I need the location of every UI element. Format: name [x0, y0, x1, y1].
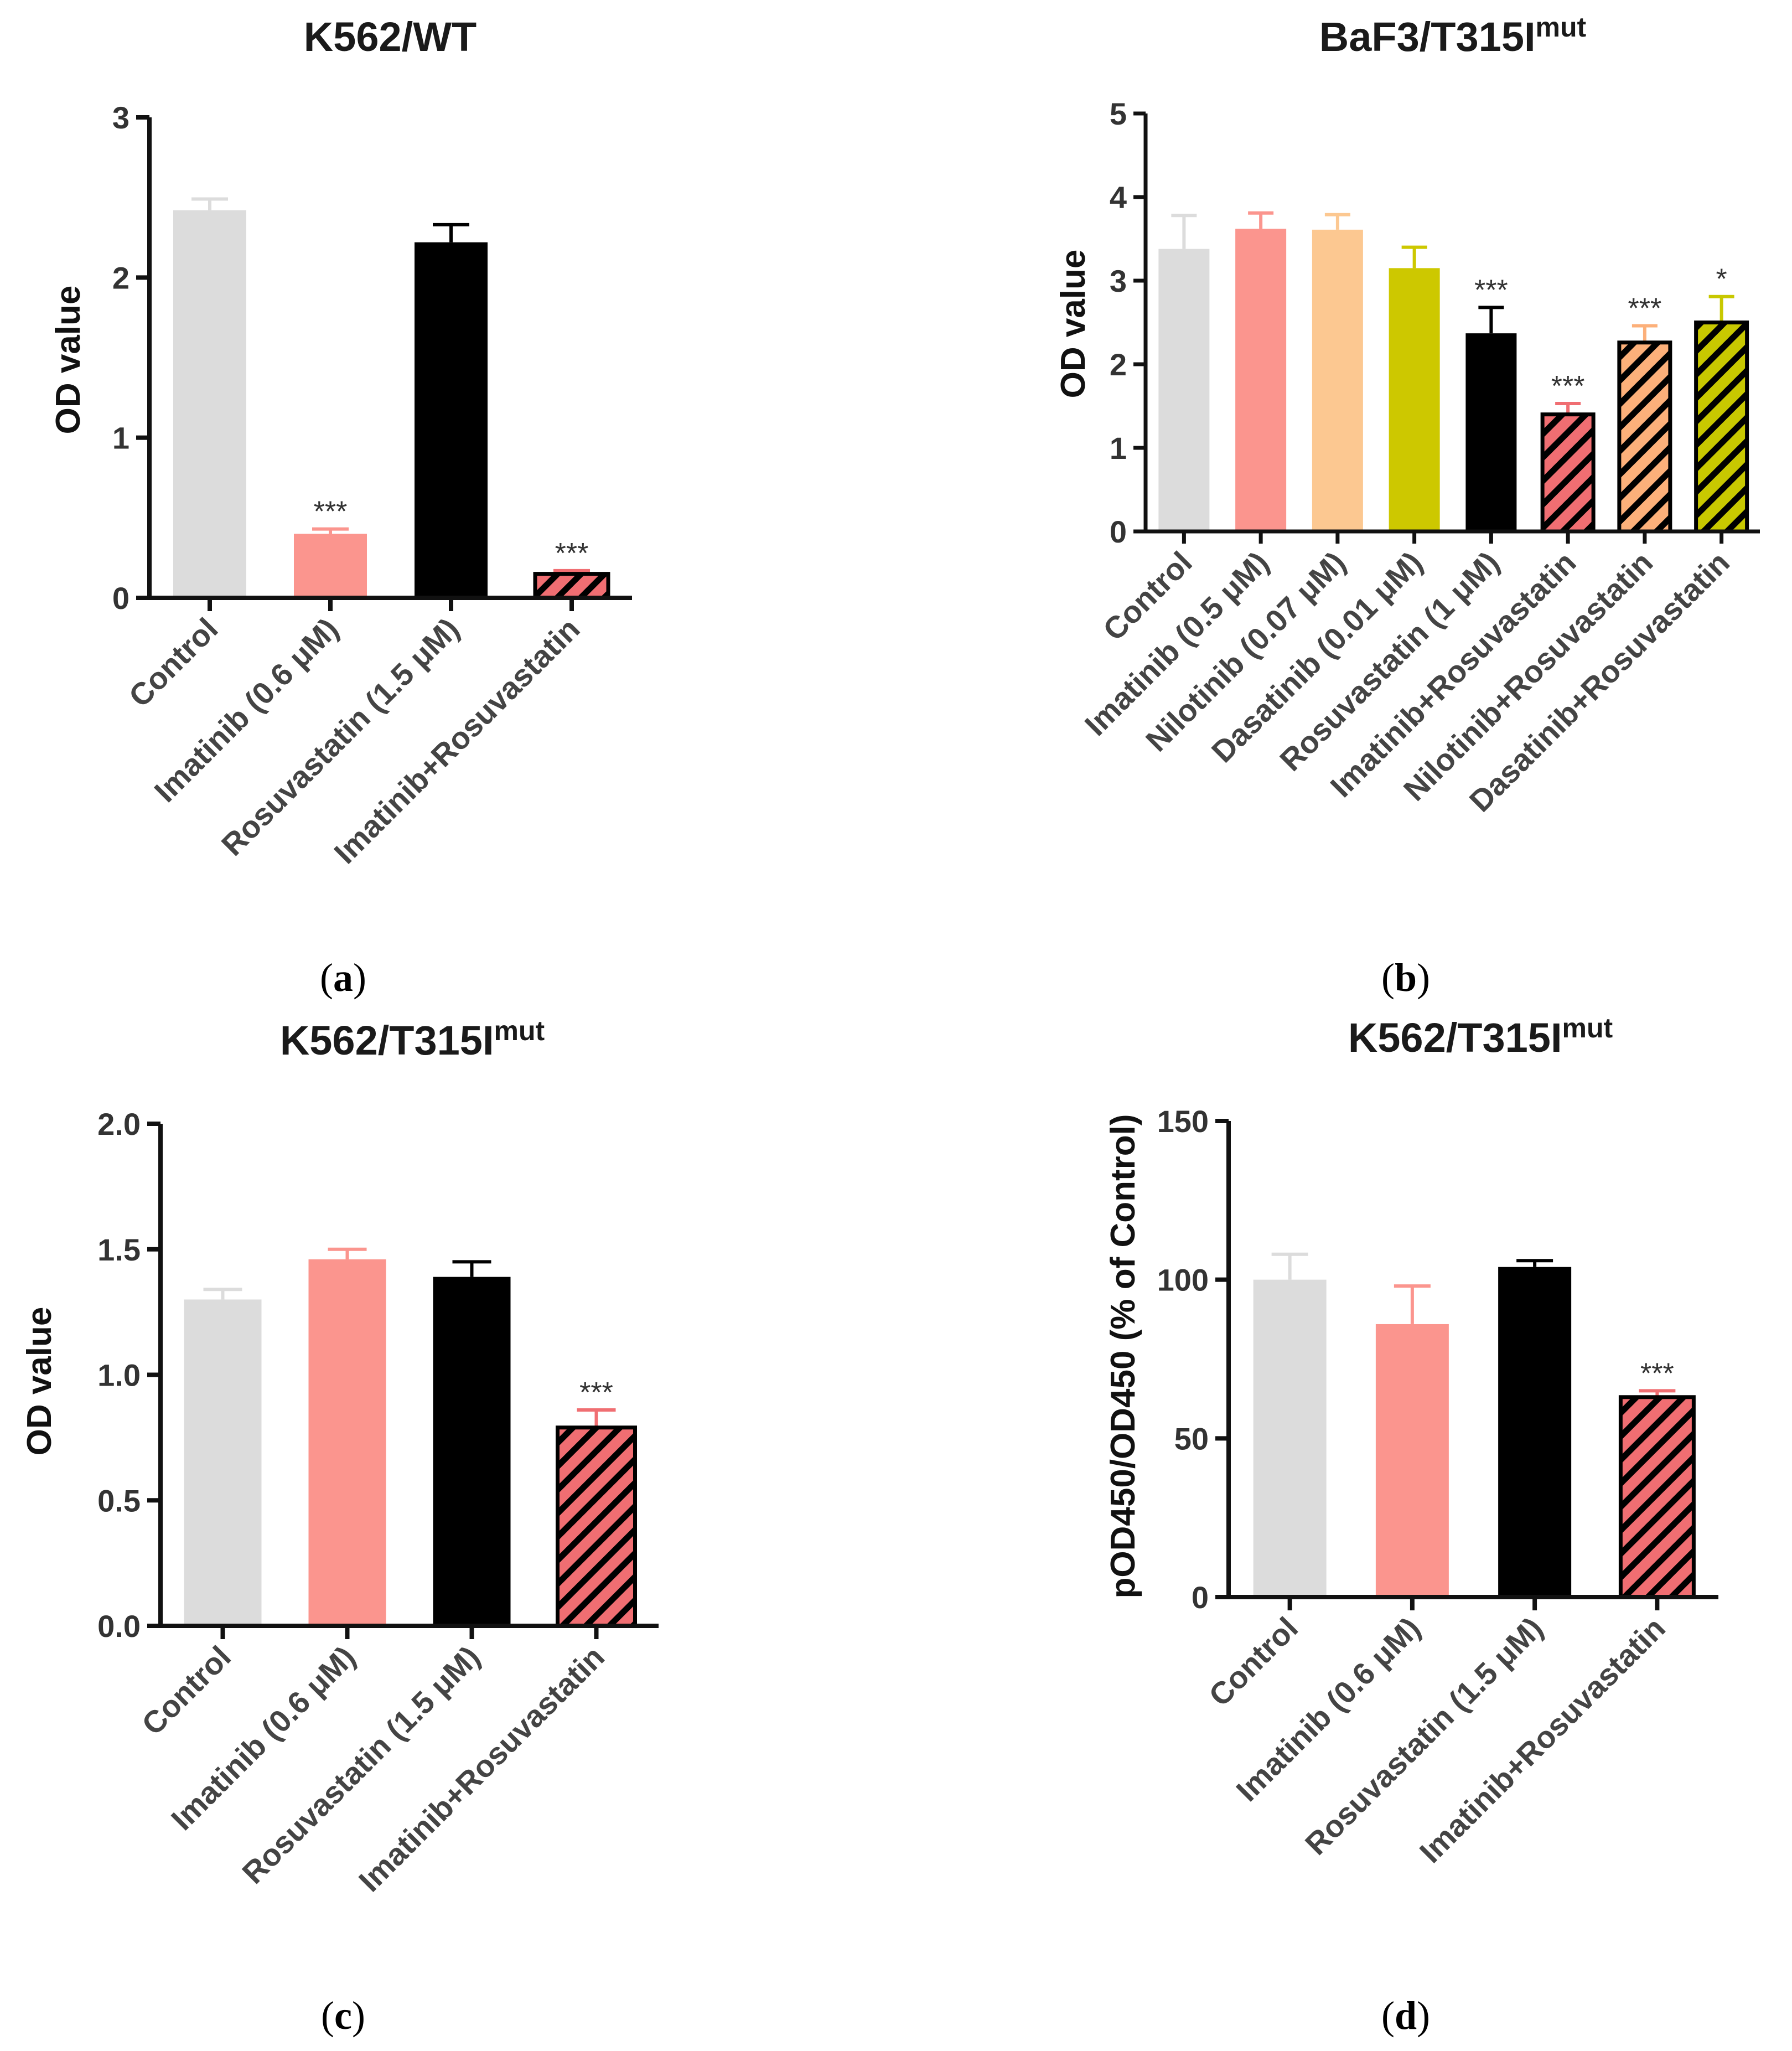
panel-label-b: (b) [1381, 955, 1430, 1000]
y-tick-label: 1 [112, 421, 130, 456]
bar-hatch [556, 1425, 637, 1628]
bar [1253, 1279, 1327, 1597]
y-tick-label: 150 [1157, 1104, 1209, 1139]
y-tick-label: 4 [1110, 180, 1127, 215]
chart-b-title: BaF3/T315Imut [1319, 12, 1587, 60]
category-label: Imatinib+Rosuvastatin [352, 1639, 611, 1898]
significance-label: * [1716, 264, 1727, 296]
y-tick-label: 3 [1110, 264, 1127, 298]
y-tick-label: 100 [1157, 1263, 1209, 1298]
category-label: Imatinib+Rosuvastatin [327, 611, 586, 870]
chart-d-title: K562/T315Imut [1348, 1012, 1613, 1061]
y-tick-label: 0 [112, 581, 130, 616]
bar [1375, 1324, 1449, 1597]
significance-label: *** [1640, 1357, 1674, 1389]
significance-label: *** [1628, 293, 1662, 325]
y-tick-label: 0.0 [97, 1609, 141, 1644]
bar [1389, 268, 1440, 531]
bar [1312, 229, 1363, 531]
chart-b: BaF3/T315Imut OD value 012345ControlImat… [1054, 12, 1760, 1000]
y-tick-label: 2 [1110, 347, 1127, 382]
category-label: Rosuvastatin (1.5 μM) [215, 611, 466, 862]
chart-c-title: K562/T315Imut [280, 1015, 545, 1063]
bar [1465, 333, 1517, 531]
chart-b-ylabel: OD value [1054, 250, 1092, 399]
bar [294, 534, 367, 598]
category-label: Imatinib+Rosuvastatin [1413, 1610, 1672, 1869]
chart-a-title: K562/WT [304, 14, 477, 60]
panel-label-d: (d) [1381, 1993, 1430, 2038]
category-label: Control [122, 611, 224, 714]
y-tick-label: 0 [1192, 1580, 1209, 1615]
bar-hatch [1617, 340, 1672, 534]
chart-d: K562/T315Imut pOD450/OD450 (% of Control… [1104, 1012, 1718, 2038]
y-tick-label: 0 [1110, 514, 1127, 549]
category-label: Rosuvastatin (1.5 μM) [1298, 1610, 1550, 1862]
bar [308, 1259, 386, 1626]
bar-hatch [1540, 412, 1596, 534]
significance-label: *** [1551, 370, 1585, 402]
y-tick-label: 50 [1174, 1421, 1209, 1456]
y-tick-label: 3 [112, 100, 130, 135]
chart-c-ylabel: OD value [20, 1307, 59, 1456]
y-tick-label: 5 [1110, 96, 1127, 131]
chart-a-ylabel: OD value [49, 286, 87, 435]
chart-a: K562/WT OD value 0123Control***Imatinib … [49, 14, 632, 1000]
y-tick-label: 2.0 [97, 1107, 141, 1141]
category-label: Control [135, 1639, 237, 1742]
chart-d-ylabel: pOD450/OD450 (% of Control) [1104, 1114, 1142, 1599]
bar-hatch [1618, 1395, 1696, 1599]
significance-label: *** [579, 1377, 613, 1409]
bar [415, 242, 488, 598]
significance-label: *** [314, 496, 348, 528]
significance-label: *** [555, 538, 589, 570]
y-tick-label: 1.0 [97, 1358, 141, 1393]
category-label: Control [1202, 1610, 1304, 1713]
panel-label-c: (c) [321, 1993, 365, 2038]
chart-c: K562/T315Imut OD value 0.0 0.5 1.0 1.5 2.0 Co… [20, 1015, 659, 2038]
bar [184, 1299, 262, 1626]
y-tick-label: 0.5 [97, 1483, 141, 1518]
bar-hatch [1694, 321, 1749, 534]
bar [1235, 229, 1287, 531]
significance-label: *** [1474, 274, 1508, 306]
bar [1498, 1267, 1572, 1597]
bar [433, 1277, 511, 1626]
y-tick-label: 1.5 [97, 1232, 141, 1267]
bar [173, 210, 246, 598]
panel-label-a: (a) [320, 955, 366, 1000]
y-tick-label: 1 [1110, 431, 1127, 466]
bar-hatch [533, 572, 610, 600]
y-tick-label: 2 [112, 260, 130, 295]
category-label: Rosuvastatin (1.5 μM) [235, 1639, 486, 1890]
bar [1158, 249, 1210, 531]
